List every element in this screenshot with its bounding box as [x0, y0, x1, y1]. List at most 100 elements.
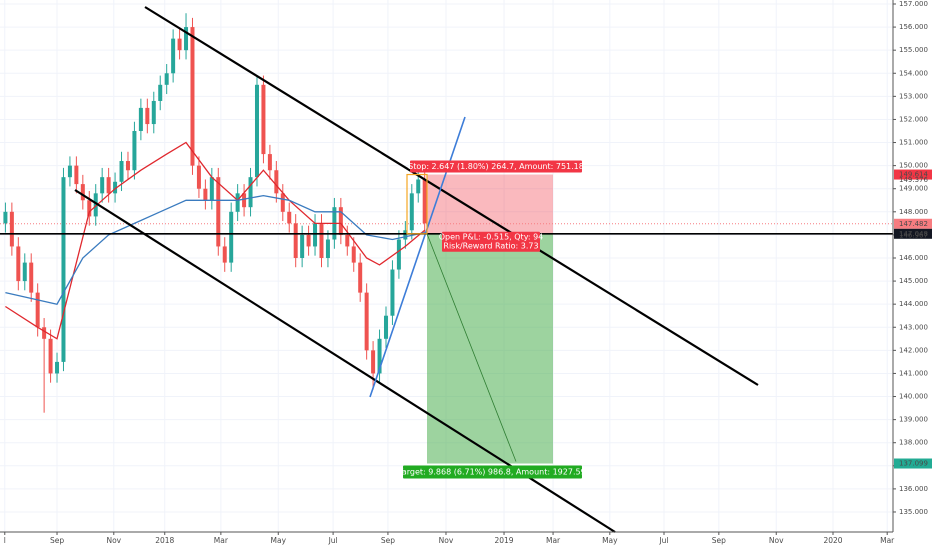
candle-body [138, 107, 143, 131]
y-tick-label: 153.000 [899, 92, 928, 100]
price-tag-label: 137.099 [899, 460, 928, 468]
candle-body [248, 177, 253, 208]
ratio-label: Risk/Reward Ratio: 3.73 [443, 241, 538, 250]
y-tick-label: 151.000 [899, 139, 928, 147]
price-tag-label: 146.967 [899, 232, 928, 240]
candle-body [345, 234, 350, 247]
y-tick-label: 155.000 [899, 46, 928, 54]
x-tick-label: May [271, 536, 287, 545]
candle-body [396, 239, 401, 270]
candle-body [274, 170, 279, 194]
candle-body [364, 292, 369, 351]
candle-body [358, 262, 363, 293]
candle-body [151, 100, 156, 125]
price-axis [893, 0, 932, 550]
y-tick-label: 139.000 [899, 416, 928, 424]
candle-body [16, 246, 21, 282]
x-tick-label: 2018 [155, 536, 174, 545]
candle-body [125, 161, 130, 171]
candle-body [106, 177, 111, 194]
candle-body [235, 193, 240, 212]
candle-body [164, 73, 169, 85]
price-tag [894, 228, 932, 239]
y-tick-label: 148.000 [899, 208, 928, 216]
candle-body [377, 338, 382, 374]
position-tool [0, 174, 893, 464]
y-tick-label: 140.000 [899, 393, 928, 401]
x-tick-label: Mar [546, 536, 561, 545]
candle-body [74, 165, 79, 185]
y-tick-label: 136.000 [899, 485, 928, 493]
x-tick-label: Sep [712, 536, 726, 545]
candle-body [184, 27, 189, 51]
y-tick-label: 138.000 [899, 439, 928, 447]
candle-body [280, 193, 285, 212]
x-tick-label: 2019 [494, 536, 513, 545]
candle-body [422, 179, 427, 224]
candle-body [338, 207, 343, 235]
candle-body [319, 223, 324, 258]
price-tag-label: 147.048 [899, 230, 928, 238]
candle-body [48, 338, 53, 374]
x-tick-label: Sep [381, 536, 395, 545]
candle-body [409, 193, 414, 231]
stop-zone [427, 174, 553, 234]
candle-body [242, 193, 247, 208]
candle-body [416, 179, 421, 194]
candle-body [35, 292, 40, 328]
candle-body [87, 200, 92, 217]
x-tick-label: Nov [106, 536, 121, 545]
x-tick-label: Jul [328, 536, 338, 545]
candle-body [113, 181, 118, 194]
candle-body [383, 315, 388, 339]
label-box [403, 465, 582, 479]
candle-body [403, 230, 408, 240]
candle-body [80, 184, 85, 201]
candle-body [203, 188, 208, 201]
candle-body [93, 193, 98, 217]
y-tick-label: 143.000 [899, 323, 928, 331]
candle-body [216, 177, 221, 247]
y-tick-label: 146.000 [899, 254, 928, 262]
candle-body [55, 361, 60, 374]
candle-body [287, 211, 292, 224]
y-tick-label: 149.000 [899, 185, 928, 193]
moving-average [5, 141, 426, 340]
x-tick-label: Mar [214, 536, 229, 545]
y-tick-label: 157.000 [899, 0, 928, 8]
y-tick-label: 141.000 [899, 369, 928, 377]
label-box [410, 160, 582, 173]
axes: 135.000136.000137.000138.000139.000140.0… [4, 0, 932, 545]
candle-body [293, 223, 298, 258]
y-tick-label: 152.000 [899, 115, 928, 123]
trade-arrow [426, 233, 517, 462]
y-tick-label: 154.000 [899, 69, 928, 77]
price-tag-label: 149.614 [899, 171, 928, 179]
x-tick-label: Sep [50, 536, 64, 545]
y-tick-label: 144.000 [899, 300, 928, 308]
candle-body [300, 234, 305, 258]
candle-body [222, 246, 227, 263]
candle-body [313, 223, 318, 247]
candle-body [267, 154, 272, 171]
trendline [144, 6, 759, 386]
y-tick-label: 145.000 [899, 277, 928, 285]
candle-body [196, 165, 201, 189]
candle-body [61, 177, 66, 362]
price-tag [894, 218, 932, 229]
marks [3, 13, 427, 413]
x-tick-label: Nov [439, 536, 454, 545]
label-box [442, 231, 540, 252]
moving-average [5, 194, 425, 305]
target-label: Target: 9.868 (6.71%) 986.8, Amount: 192… [397, 468, 585, 477]
candle-body [325, 239, 330, 258]
candle-body [9, 211, 14, 247]
y-tick-label: 150.000 [899, 162, 928, 170]
x-tick-label: Nov [769, 536, 784, 545]
candle-body [132, 130, 137, 171]
x-tick-label: May [602, 536, 618, 545]
candle-body [42, 327, 47, 339]
candle-body [351, 246, 356, 263]
labels: Stop: 2.647 (1.80%) 264.7, Amount: 751.1… [0, 160, 893, 479]
